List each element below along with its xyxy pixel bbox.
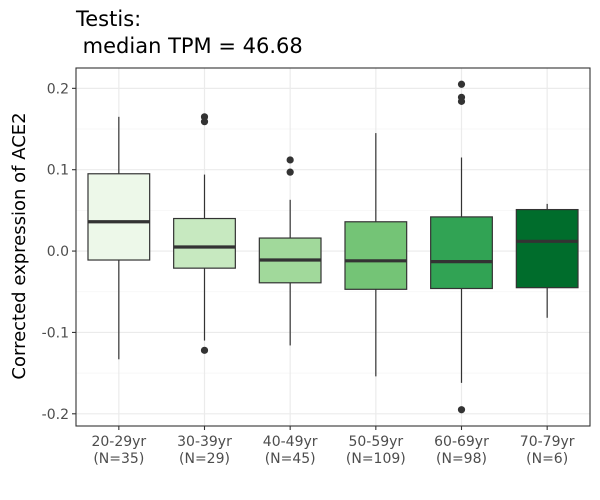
box-group-20-29yr bbox=[87, 116, 151, 360]
y-tick-label: -0.2 bbox=[42, 407, 69, 423]
panel-border bbox=[75, 67, 591, 427]
x-tick-count-label: (N=6) bbox=[526, 451, 568, 467]
x-tick-label: 20-29yr bbox=[91, 434, 146, 450]
x-tick-label: 30-39yr bbox=[177, 434, 232, 450]
y-tick-label: 0.2 bbox=[47, 81, 69, 97]
box-iqr bbox=[173, 217, 236, 269]
x-tick-count-label: (N=45) bbox=[265, 451, 316, 467]
outlier-point bbox=[286, 156, 294, 164]
box-group-60-69yr bbox=[430, 80, 493, 414]
chart-title-line-1: Testis: bbox=[75, 7, 141, 31]
y-tick-label: -0.1 bbox=[42, 325, 69, 341]
box-group-70-79yr bbox=[515, 203, 579, 318]
outlier-point bbox=[457, 406, 466, 414]
x-tick-label: 40-49yr bbox=[263, 434, 318, 450]
y-tick-label: 0.0 bbox=[47, 244, 69, 260]
box-group-30-39yr bbox=[173, 113, 236, 354]
x-tick-label: 60-69yr bbox=[434, 434, 489, 450]
box-iqr bbox=[344, 221, 408, 290]
outlier-point bbox=[457, 80, 466, 88]
x-tick-label: 70-79yr bbox=[520, 434, 575, 450]
y-axis-title: Corrected expression of ACE2 bbox=[9, 112, 30, 379]
outlier-point bbox=[200, 118, 209, 126]
outlier-point bbox=[457, 97, 466, 105]
x-tick-count-label: (N=98) bbox=[436, 451, 487, 467]
box-series bbox=[87, 80, 579, 414]
box-group-40-49yr bbox=[258, 156, 322, 346]
x-tick-count-label: (N=35) bbox=[93, 451, 144, 467]
box-group-50-59yr bbox=[344, 133, 408, 377]
axes: 0.20.10.0-0.1-0.220-29yr(N=35)30-39yr(N=… bbox=[42, 81, 575, 467]
y-tick-label: 0.1 bbox=[47, 163, 69, 179]
x-tick-count-label: (N=29) bbox=[179, 451, 230, 467]
grid-lines bbox=[76, 68, 590, 426]
x-tick-count-label: (N=109) bbox=[346, 451, 406, 467]
outlier-point bbox=[200, 346, 209, 354]
x-tick-label: 50-59yr bbox=[348, 434, 403, 450]
box-iqr bbox=[430, 216, 493, 290]
box-iqr bbox=[87, 173, 151, 261]
outlier-point bbox=[286, 168, 294, 176]
chart-title-line-2: median TPM = 46.68 bbox=[76, 34, 303, 58]
box-iqr bbox=[515, 208, 579, 289]
